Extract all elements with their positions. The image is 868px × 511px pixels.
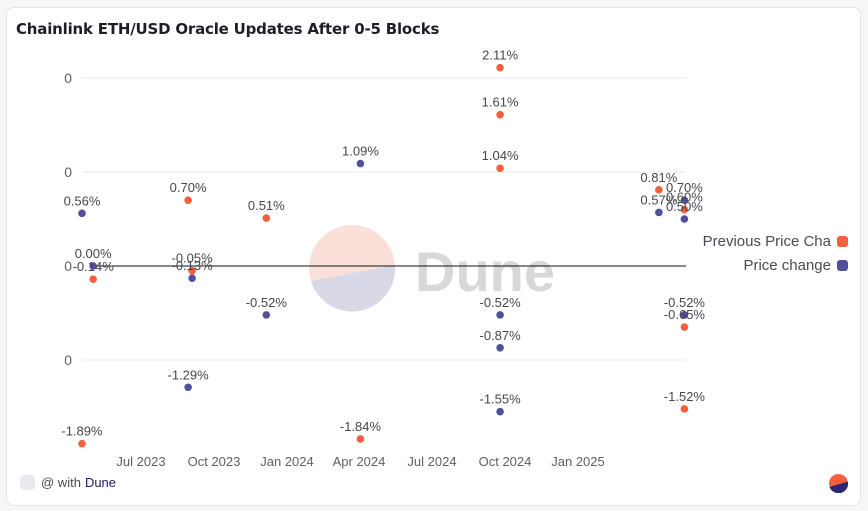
legend-swatch — [837, 235, 848, 247]
footer-brand-link[interactable]: Dune — [84, 475, 117, 490]
chart-card — [6, 7, 861, 506]
data-points — [78, 63, 689, 448]
data-label: 0.50% — [666, 199, 703, 214]
dune-watermark: Dune — [309, 225, 555, 312]
data-label: -0.52% — [246, 295, 288, 310]
footer-prefix: @ with — [41, 475, 81, 490]
point-price-change[interactable] — [680, 196, 689, 204]
legend-swatch — [837, 259, 848, 271]
point-previous-price-change[interactable] — [680, 405, 689, 413]
point-previous-price-change[interactable] — [496, 110, 504, 119]
point-previous-price-change[interactable] — [680, 323, 689, 331]
point-price-change[interactable] — [496, 311, 504, 319]
data-labels: -1.89% -0.14% 0.70% -0.05% 0.51% -1.84% 2.11% 1… — [61, 48, 705, 439]
point-previous-price-change[interactable] — [184, 196, 192, 204]
data-label: -0.65% — [664, 307, 706, 322]
x-tick-label: Jul 2023 — [116, 454, 165, 469]
point-price-change[interactable] — [680, 311, 689, 319]
gridlines — [82, 77, 686, 361]
data-label: -0.14% — [73, 259, 115, 274]
point-previous-price-change[interactable] — [188, 266, 196, 275]
data-label: -1.55% — [479, 392, 521, 407]
legend-item-previous-price-change[interactable]: Previous Price Cha — [703, 229, 848, 253]
data-label: 1.09% — [342, 144, 379, 159]
legend-label: Previous Price Cha — [702, 232, 831, 250]
data-label: 1.04% — [482, 148, 519, 163]
y-axis-ticks: 0 0 0 0 — [64, 70, 72, 368]
y-tick-label: 0 — [64, 164, 72, 180]
y-tick-label: 0 — [64, 352, 72, 368]
data-label: 0.00% — [75, 246, 112, 261]
data-label: 0.60% — [666, 190, 703, 205]
point-price-change[interactable] — [496, 343, 504, 352]
chart-legend: Previous Price Cha Price change — [703, 229, 848, 277]
footer: @ with Dune — [20, 475, 116, 490]
dune-logo-icon[interactable] — [829, 474, 848, 493]
data-label: 0.51% — [248, 198, 285, 213]
data-label: 0.70% — [170, 180, 207, 195]
x-tick-label: Jul 2024 — [407, 454, 456, 469]
point-previous-price-change[interactable] — [655, 186, 663, 194]
point-price-change[interactable] — [262, 311, 271, 319]
x-tick-label: Oct 2024 — [479, 454, 532, 469]
data-label: 0.70% — [666, 180, 703, 195]
point-previous-price-change[interactable] — [496, 164, 504, 173]
point-previous-price-change[interactable] — [262, 214, 271, 222]
x-tick-label: Apr 2024 — [333, 454, 386, 469]
data-label: -0.87% — [479, 328, 521, 343]
point-price-change[interactable] — [655, 208, 663, 217]
point-previous-price-change[interactable] — [356, 435, 365, 443]
y-tick-label: 0 — [64, 70, 72, 86]
point-price-change[interactable] — [188, 274, 196, 283]
data-label: -0.52% — [479, 295, 521, 310]
legend-label: Price change — [743, 256, 831, 274]
data-label: 0.57% — [640, 192, 677, 207]
data-label: -1.89% — [61, 424, 103, 439]
point-previous-price-change[interactable] — [680, 205, 689, 214]
point-price-change[interactable] — [356, 159, 365, 168]
data-label: -1.29% — [168, 367, 210, 382]
data-label: 2.11% — [482, 48, 518, 63]
x-tick-label: Jan 2025 — [551, 454, 605, 469]
point-price-change[interactable] — [89, 262, 97, 270]
data-label: 0.56% — [64, 193, 101, 208]
data-label: -0.05% — [172, 251, 214, 266]
y-tick-label: 0 — [64, 258, 72, 274]
data-label: 0.81% — [640, 170, 677, 185]
data-label: -1.84% — [340, 419, 382, 434]
data-label: -0.52% — [664, 295, 706, 310]
data-label: -0.13% — [172, 258, 214, 273]
dune-watermark-logo-icon — [309, 225, 396, 312]
x-tick-label: Oct 2023 — [188, 454, 241, 469]
user-avatar-icon — [20, 475, 35, 490]
data-label: 1.61% — [482, 95, 519, 110]
point-price-change[interactable] — [680, 215, 689, 223]
chart-title: Chainlink ETH/USD Oracle Updates After 0… — [16, 20, 440, 38]
point-price-change[interactable] — [496, 407, 504, 416]
point-previous-price-change[interactable] — [496, 63, 504, 72]
legend-item-price-change[interactable]: Price change — [703, 253, 848, 277]
point-previous-price-change[interactable] — [78, 439, 86, 448]
dune-watermark-text: Dune — [415, 240, 555, 303]
point-price-change[interactable] — [184, 383, 192, 392]
x-tick-label: Jan 2024 — [260, 454, 314, 469]
data-label: -1.52% — [664, 389, 706, 404]
point-previous-price-change[interactable] — [89, 275, 97, 283]
x-axis-ticks: Jul 2023 Oct 2023 Jan 2024 Apr 2024 Jul 2024… — [116, 454, 604, 469]
point-price-change[interactable] — [78, 209, 86, 218]
